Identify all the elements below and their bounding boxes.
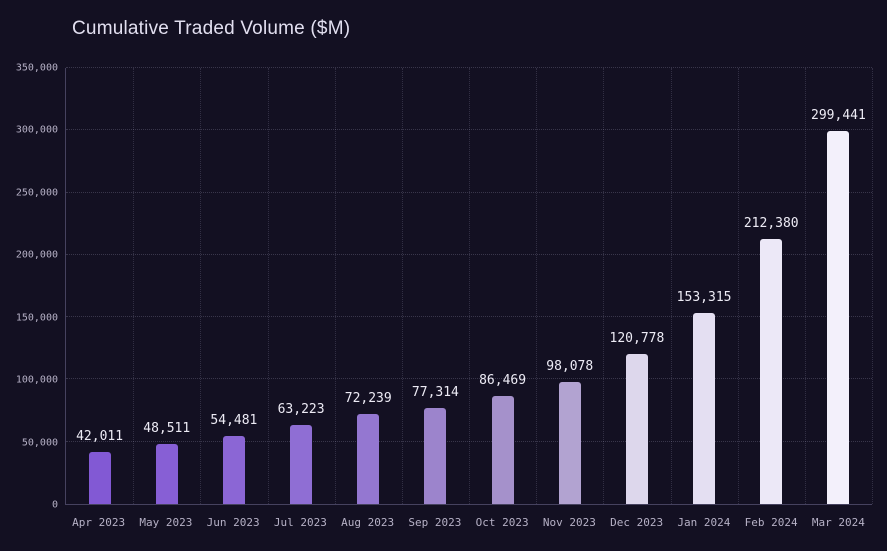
- bar: [491, 396, 514, 504]
- x-tick-label: Jun 2023: [206, 516, 260, 529]
- y-tick-label: 200,000: [15, 249, 58, 261]
- bar-value-label: 86,469: [479, 373, 527, 389]
- v-gridline: [133, 68, 135, 504]
- bar-column: 63,223: [268, 68, 335, 504]
- x-tick-label: Dec 2023: [610, 516, 664, 529]
- x-tick-label: Jan 2024: [677, 516, 731, 529]
- h-gridline: [66, 378, 872, 380]
- bar-value-label: 299,441: [811, 107, 866, 123]
- h-gridline: [66, 67, 872, 68]
- bar: [222, 436, 245, 504]
- x-tick-label: Nov 2023: [542, 516, 596, 529]
- y-tick-label: 50,000: [21, 437, 58, 449]
- v-gridline: [872, 68, 873, 504]
- y-tick-label: 300,000: [15, 124, 58, 136]
- y-tick-label: 100,000: [15, 374, 58, 386]
- bar-column: 42,011: [66, 68, 133, 504]
- v-gridline: [670, 68, 672, 504]
- bar-value-label: 153,315: [676, 290, 732, 306]
- x-tick-label: Feb 2024: [744, 516, 798, 529]
- v-gridline: [469, 68, 470, 504]
- bar-column: 72,239: [335, 68, 402, 504]
- x-tick-label: Aug 2023: [341, 516, 395, 529]
- bar-column: 48,511: [133, 68, 200, 504]
- bar: [290, 425, 313, 504]
- bar-column: 212,380: [738, 68, 805, 504]
- bar-column: 98,078: [536, 68, 603, 504]
- bar-column: 153,315: [671, 68, 738, 504]
- bar-column: 299,441: [805, 68, 872, 504]
- v-gridline: [804, 68, 806, 504]
- bar-value-label: 212,380: [743, 216, 799, 232]
- bar-column: 86,469: [469, 68, 536, 504]
- bar: [693, 313, 716, 504]
- bar: [424, 407, 447, 504]
- bar-value-label: 98,078: [546, 358, 594, 374]
- x-tick-label: Oct 2023: [475, 516, 529, 529]
- v-gridline: [200, 68, 202, 504]
- bar-column: 54,481: [200, 68, 267, 504]
- v-gridline: [401, 68, 403, 504]
- x-tick-label: Apr 2023: [72, 516, 126, 529]
- x-tick-label: Sep 2023: [408, 516, 462, 529]
- bar: [357, 414, 380, 504]
- h-gridline: [66, 253, 872, 255]
- x-axis: Apr 2023 May 2023 Jun 2023 Jul 2023 Aug 2023…: [65, 505, 872, 535]
- bar: [155, 443, 178, 504]
- bar: [760, 239, 783, 504]
- plot-area: 42,011 48,511 54,481 63,223 72,239 77,314 86,4…: [65, 67, 873, 505]
- bar-value-label: 120,778: [609, 330, 665, 346]
- bar: [625, 353, 648, 504]
- y-tick-label: 350,000: [15, 62, 58, 74]
- h-gridline: [66, 191, 872, 193]
- y-tick-label: 250,000: [15, 187, 58, 199]
- h-gridline: [66, 129, 872, 131]
- v-gridline: [334, 68, 336, 504]
- x-tick-label: Jul 2023: [273, 516, 327, 529]
- v-gridline: [536, 68, 538, 504]
- bar-value-label: 48,511: [143, 420, 191, 436]
- x-tick-label: May 2023: [139, 516, 193, 529]
- bar: [827, 130, 850, 504]
- h-gridline: [66, 440, 872, 442]
- y-axis: 0 50,000 100,000 150,000 200,000 250,000 300,0…: [0, 63, 58, 511]
- bar-column: 120,778: [603, 68, 670, 504]
- v-gridline: [267, 68, 269, 504]
- chart-title: Cumulative Traded Volume ($M): [72, 18, 351, 39]
- y-tick-label: 150,000: [15, 312, 58, 324]
- bar: [558, 381, 581, 504]
- bar-column: 77,314: [402, 68, 469, 504]
- bar-value-label: 77,314: [411, 384, 459, 400]
- bar: [88, 451, 111, 504]
- bar-value-label: 63,223: [277, 402, 325, 418]
- v-gridline: [737, 68, 739, 504]
- bar-value-label: 54,481: [210, 413, 258, 429]
- v-gridline: [603, 68, 605, 504]
- bar-value-label: 72,239: [344, 391, 392, 407]
- h-gridline: [66, 316, 872, 318]
- x-tick-label: Mar 2024: [811, 516, 865, 529]
- y-tick-label: 0: [51, 499, 58, 511]
- bar-value-label: 42,011: [76, 428, 124, 444]
